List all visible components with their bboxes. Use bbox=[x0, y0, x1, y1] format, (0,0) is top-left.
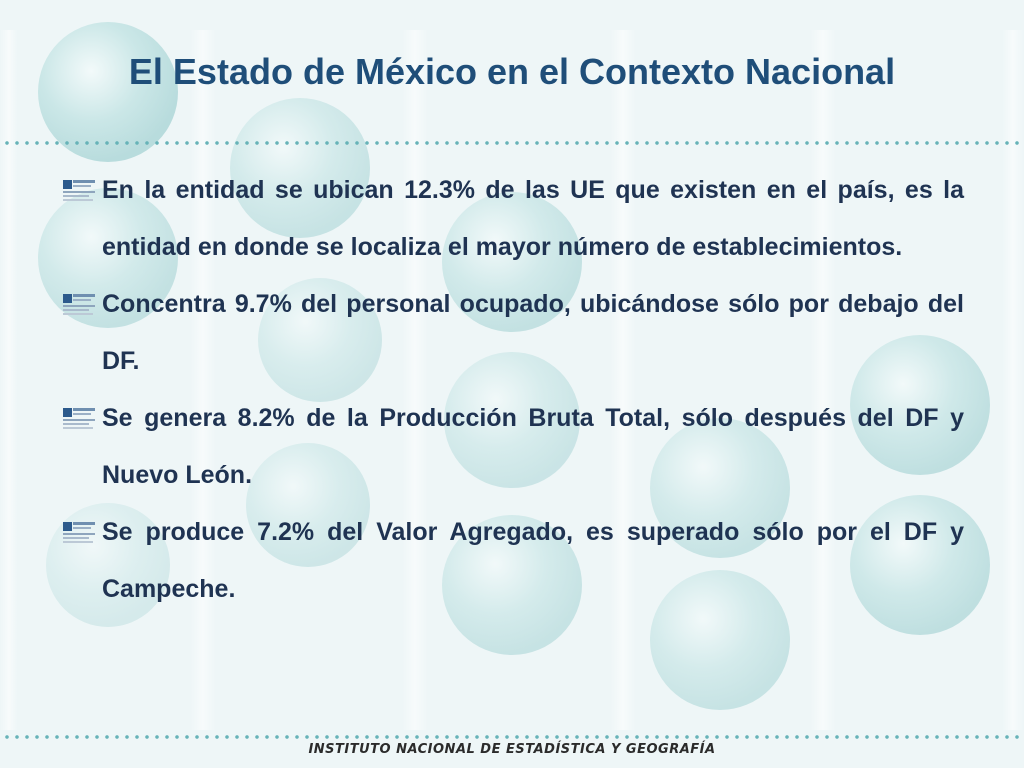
bubble bbox=[850, 495, 990, 635]
inegi-logo-icon bbox=[63, 294, 95, 315]
bullet-text: Se produce 7.2% del Valor Agregado, es s… bbox=[102, 518, 964, 603]
bullet-item: Se genera 8.2% de la Producción Bruta To… bbox=[60, 390, 964, 504]
bubble bbox=[38, 22, 178, 162]
bubble bbox=[258, 278, 382, 402]
slide-title: El Estado de México en el Contexto Nacio… bbox=[128, 51, 896, 92]
inegi-logo-icon bbox=[63, 408, 95, 429]
bubble bbox=[442, 192, 582, 332]
inegi-logo-icon bbox=[63, 180, 95, 201]
bubble bbox=[442, 515, 582, 655]
bubble bbox=[230, 98, 370, 238]
bubble bbox=[650, 570, 790, 710]
footer-institution: INSTITUTO NACIONAL DE ESTADÍSTICA Y GEOG… bbox=[308, 742, 716, 757]
bubble bbox=[850, 335, 990, 475]
bullet-list: En la entidad se ubican 12.3% de las UE … bbox=[60, 162, 964, 618]
inegi-logo-icon bbox=[63, 522, 95, 543]
bubble bbox=[38, 188, 178, 328]
bullet-text: En la entidad se ubican 12.3% de las UE … bbox=[102, 176, 964, 261]
top-dotted-divider bbox=[0, 140, 1024, 146]
bullet-item: En la entidad se ubican 12.3% de las UE … bbox=[60, 162, 964, 276]
bubble bbox=[246, 443, 370, 567]
bullet-item: Se produce 7.2% del Valor Agregado, es s… bbox=[60, 504, 964, 618]
bullet-item: Concentra 9.7% del personal ocupado, ubi… bbox=[60, 276, 964, 390]
bubble bbox=[444, 352, 580, 488]
bubble bbox=[650, 418, 790, 558]
bullet-text: Concentra 9.7% del personal ocupado, ubi… bbox=[102, 290, 964, 375]
bullet-text: Se genera 8.2% de la Producción Bruta To… bbox=[102, 404, 964, 489]
bottom-dotted-divider bbox=[0, 734, 1024, 740]
